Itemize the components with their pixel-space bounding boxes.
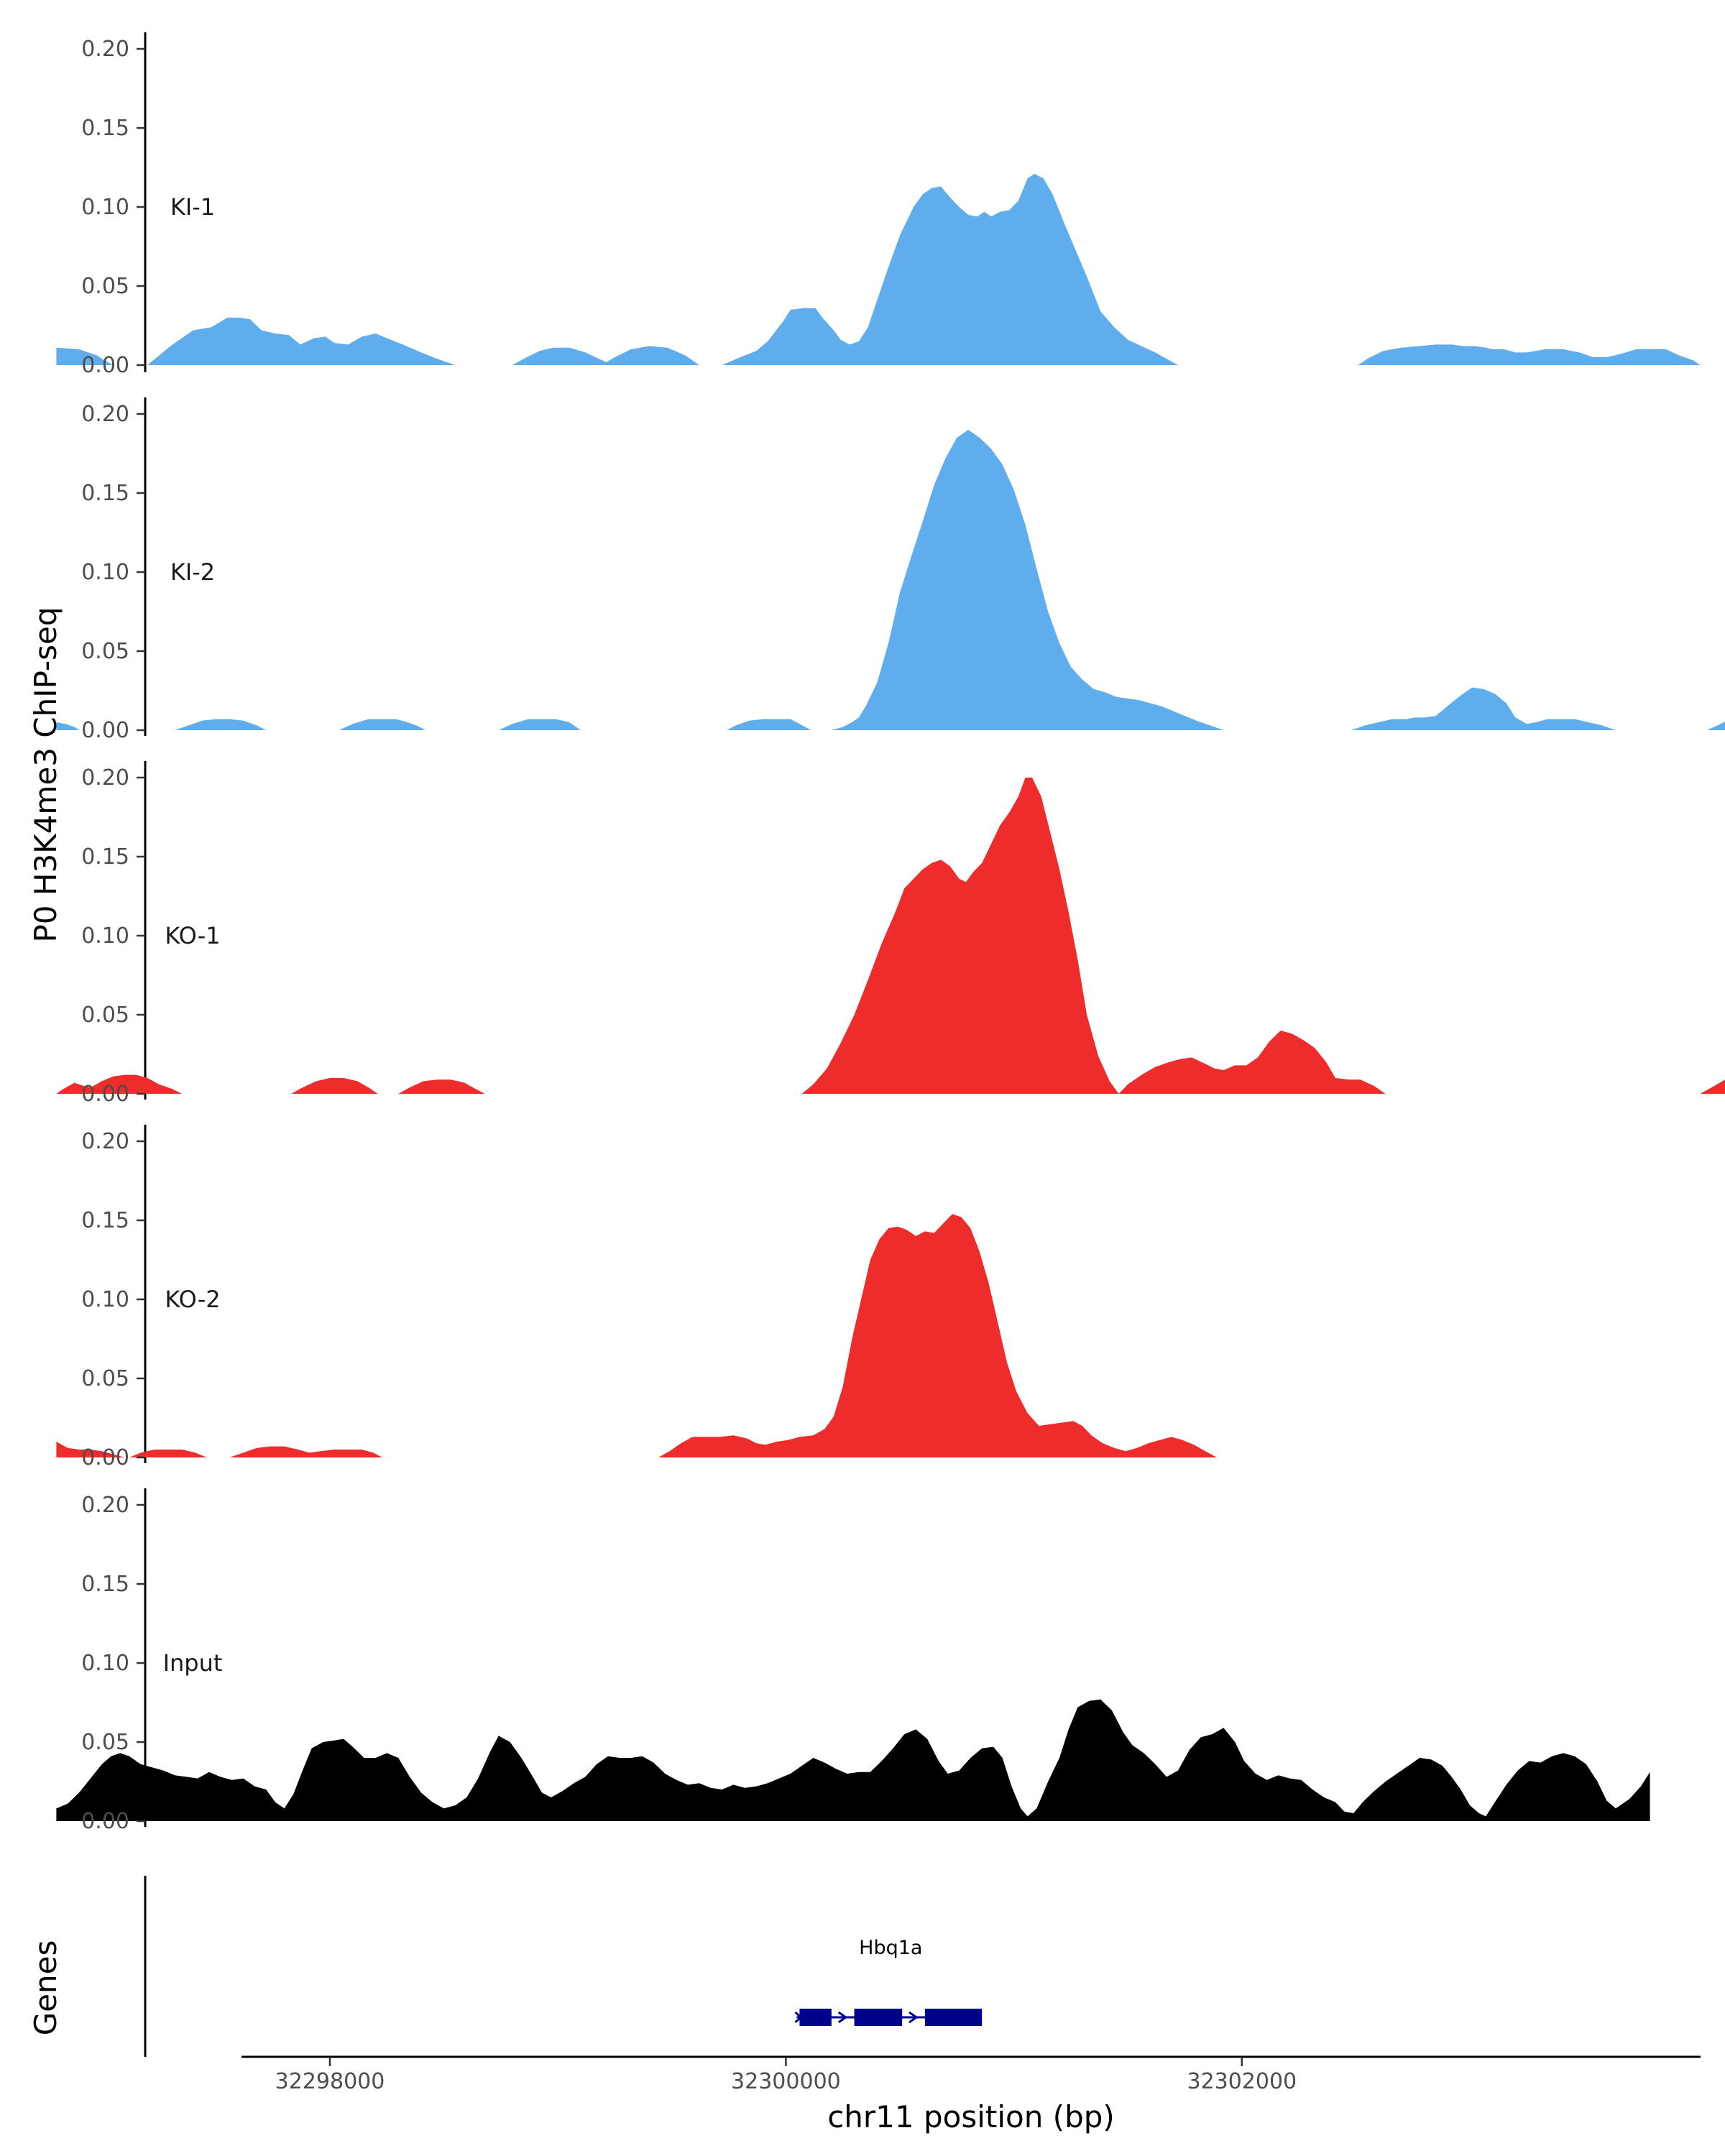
y-tick-label: 0.20: [81, 1493, 129, 1518]
y-tick-label: 0.05: [81, 1366, 129, 1391]
y-tick-label: 0.00: [81, 353, 129, 378]
x-axis-title: chr11 position (bp): [827, 2099, 1115, 2134]
x-tick-label: 32302000: [1187, 2069, 1297, 2094]
y-tick-label: 0.20: [81, 765, 129, 791]
y-tick-label: 0.15: [81, 1208, 129, 1233]
gene-exon: [924, 2009, 983, 2026]
y-tick-label: 0.20: [81, 1129, 129, 1154]
gene-hbq1a: Hbq1a: [794, 1937, 983, 2026]
gene-exon: [799, 2009, 832, 2026]
y-tick-label: 0.00: [81, 1082, 129, 1107]
y-tick-label: 0.10: [81, 560, 129, 585]
genes-axis-title: Genes: [28, 1940, 63, 2036]
track-ko-2: 0.00 0.05 0.10 0.15 0.20 KO-2: [56, 1129, 1725, 1470]
track-label: KI-1: [170, 193, 215, 221]
y-tick-label: 0.10: [81, 923, 129, 949]
y-tick-label: 0.20: [81, 402, 129, 427]
y-tick-label: 0.10: [81, 1651, 129, 1676]
strand-arrow: [837, 2011, 848, 2024]
signal-area-ki-1: [56, 173, 1725, 365]
y-tick-label: 0.05: [81, 1730, 129, 1755]
gene-name-label: Hbq1a: [859, 1937, 922, 1959]
track-ko-1: 0.00 0.05 0.10 0.15 0.20 KO-1: [56, 765, 1725, 1107]
x-axis-ticks: 32298000 32300000 32302000: [275, 2057, 1297, 2094]
y-tick-label: 0.15: [81, 481, 129, 506]
track-label: KI-2: [170, 558, 215, 586]
signal-area-ko-2: [56, 1214, 1725, 1457]
signal-area-input: [56, 1699, 1650, 1821]
y-tick-label: 0.05: [81, 1003, 129, 1028]
y-tick-label: 0.05: [81, 274, 129, 299]
signal-area-ki-2: [56, 430, 1725, 730]
track-ki-1: 0.00 0.05 0.10 0.15 0.20 KI-1: [56, 37, 1725, 378]
track-ki-2: 0.00 0.05 0.10 0.15 0.20 KI-2: [56, 402, 1725, 743]
y-tick-label: 0.15: [81, 1572, 129, 1597]
x-tick-label: 32300000: [731, 2069, 841, 2094]
y-tick-label: 0.00: [81, 1809, 129, 1834]
track-label: Input: [163, 1649, 223, 1677]
tracks-layer: 0.00 0.05 0.10 0.15 0.20 KI-1 0.00 0.05 0.10 0.15…: [56, 37, 1725, 1834]
track-label: KO-2: [165, 1286, 220, 1313]
x-tick-label: 32298000: [275, 2069, 385, 2094]
strand-arrow: [908, 2011, 919, 2024]
track-input: 0.00 0.05 0.10 0.15 0.20 Input: [56, 1493, 1650, 1834]
signal-area-ko-1: [56, 778, 1725, 1094]
y-axis-title: P0 H3K4me3 ChIP-seq: [28, 607, 63, 942]
y-tick-label: 0.10: [81, 195, 129, 220]
y-tick-label: 0.20: [81, 37, 129, 62]
y-tick-label: 0.10: [81, 1287, 129, 1312]
gene-annotation-layer: Hbq1a: [794, 1937, 983, 2026]
y-tick-label: 0.15: [81, 116, 129, 141]
track-label: KO-1: [165, 922, 220, 949]
y-tick-label: 0.15: [81, 844, 129, 870]
y-tick-label: 0.00: [81, 1445, 129, 1470]
y-tick-label: 0.00: [81, 718, 129, 743]
y-tick-label: 0.05: [81, 639, 129, 664]
gene-exon: [854, 2009, 903, 2026]
